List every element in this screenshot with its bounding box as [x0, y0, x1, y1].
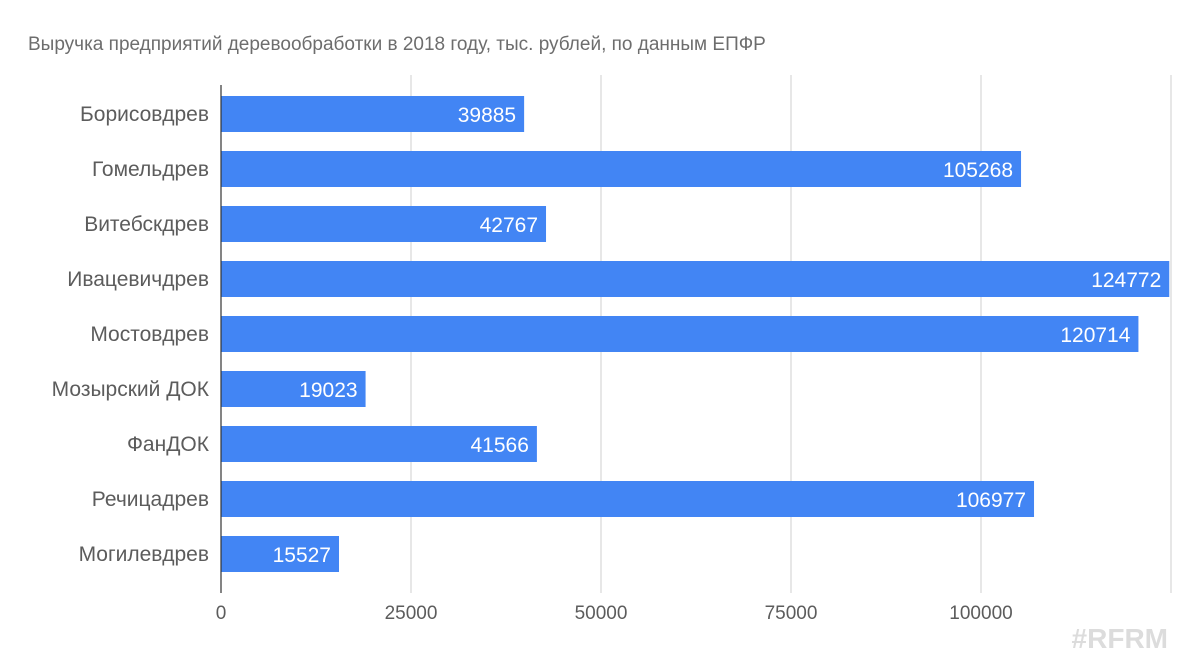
- watermark: #RFRM: [1072, 623, 1168, 654]
- category-label: Борисовдрев: [80, 103, 209, 126]
- bar: [221, 261, 1170, 297]
- data-label: 106977: [956, 489, 1026, 512]
- data-label: 120714: [1060, 324, 1130, 347]
- bar: [221, 206, 547, 242]
- category-labels: Борисовдрев Гомельдрев Витебскдрев Ивацевич…: [52, 103, 210, 566]
- data-label: 42767: [480, 214, 538, 237]
- x-axis-ticks: 0 25000 50000 75000 100000: [216, 603, 1013, 624]
- category-label: Гомельдрев: [92, 158, 209, 181]
- data-label: 41566: [470, 434, 528, 457]
- data-label: 39885: [458, 104, 516, 127]
- category-label: Могилевдрев: [79, 543, 209, 566]
- bar: [221, 96, 525, 132]
- chart-title: Выручка предприятий деревообработки в 20…: [28, 34, 766, 55]
- data-label: 19023: [299, 379, 357, 402]
- bar: [221, 371, 366, 407]
- data-label: 124772: [1091, 269, 1161, 292]
- category-label: Витебскдрев: [84, 213, 209, 236]
- x-tick-label: 0: [216, 603, 227, 624]
- x-tick-label: 100000: [949, 603, 1012, 624]
- category-label: Мостовдрев: [90, 323, 209, 346]
- bars: [221, 96, 1170, 572]
- data-label: 15527: [273, 544, 331, 567]
- value-labels: 39885 105268 42767 124772 120714 19023 41566 10…: [273, 104, 1162, 567]
- x-tick-label: 75000: [765, 603, 818, 624]
- bar: [221, 316, 1139, 352]
- data-label: 105268: [943, 159, 1013, 182]
- bar: [221, 426, 537, 462]
- bar: [221, 151, 1022, 187]
- category-label: Речицадрев: [92, 488, 209, 511]
- bar: [221, 481, 1035, 517]
- category-label: Ивацевичдрев: [67, 268, 209, 291]
- category-label: ФанДОК: [127, 433, 210, 456]
- bar: [221, 536, 340, 572]
- category-label: Мозырский ДОК: [52, 378, 210, 401]
- x-tick-label: 50000: [575, 603, 628, 624]
- x-tick-label: 25000: [385, 603, 438, 624]
